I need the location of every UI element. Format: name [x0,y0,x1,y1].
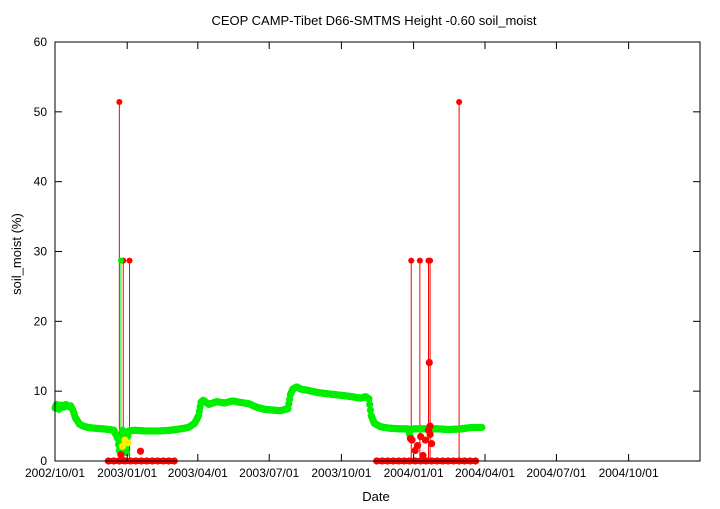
y-tick-label: 50 [34,105,48,119]
data-point [408,436,416,444]
data-point [122,449,131,457]
data-point [426,430,434,439]
data-point [136,447,145,455]
y-axis-label: soil_moist (%) [9,213,24,295]
y-tick-label: 30 [34,245,48,259]
x-tick-label: 2003/04/01 [168,466,228,480]
x-tick-label: 2002/10/01 [25,466,85,480]
data-point [118,442,127,450]
y-tick-label: 10 [34,384,48,398]
x-tick-label: 2004/07/01 [526,466,586,480]
y-tick-label: 0 [40,454,47,468]
x-axis-label: Date [362,489,389,504]
data-point [426,422,434,430]
spike-point [427,257,434,264]
data-point [124,439,132,447]
x-tick-label: 2004/10/01 [599,466,659,480]
chart-title: CEOP CAMP-Tibet D66-SMTMS Height -0.60 s… [211,13,536,28]
spike-point [408,257,415,264]
spike-point [456,99,463,106]
data-point [366,406,375,414]
data-point [421,436,429,444]
data-point [428,439,436,448]
x-tick-label: 2003/10/01 [311,466,371,480]
axis-layer: 0 10 20 30 40 50 60 2002/10/01 2003/01/01 2003/04… [25,35,701,480]
spike-point [116,99,123,106]
data-point [425,358,433,367]
spike-point [117,257,124,264]
y-tick-label: 40 [34,175,48,189]
y-tick-label: 60 [34,35,48,49]
x-tick-label: 2004/01/01 [384,466,444,480]
data-point [419,451,427,460]
spike-point [416,257,423,264]
data-point [366,400,374,409]
data-point [413,442,422,450]
x-tick-label: 2004/04/01 [455,466,515,480]
y-tick-label: 20 [34,314,48,328]
data-point [365,395,373,403]
point-layer [51,99,486,465]
plot-frame [54,41,701,462]
data-point [478,423,486,432]
x-tick-label: 2003/01/01 [97,466,157,480]
spike-point [126,257,133,264]
x-tick-label: 2003/07/01 [239,466,299,480]
